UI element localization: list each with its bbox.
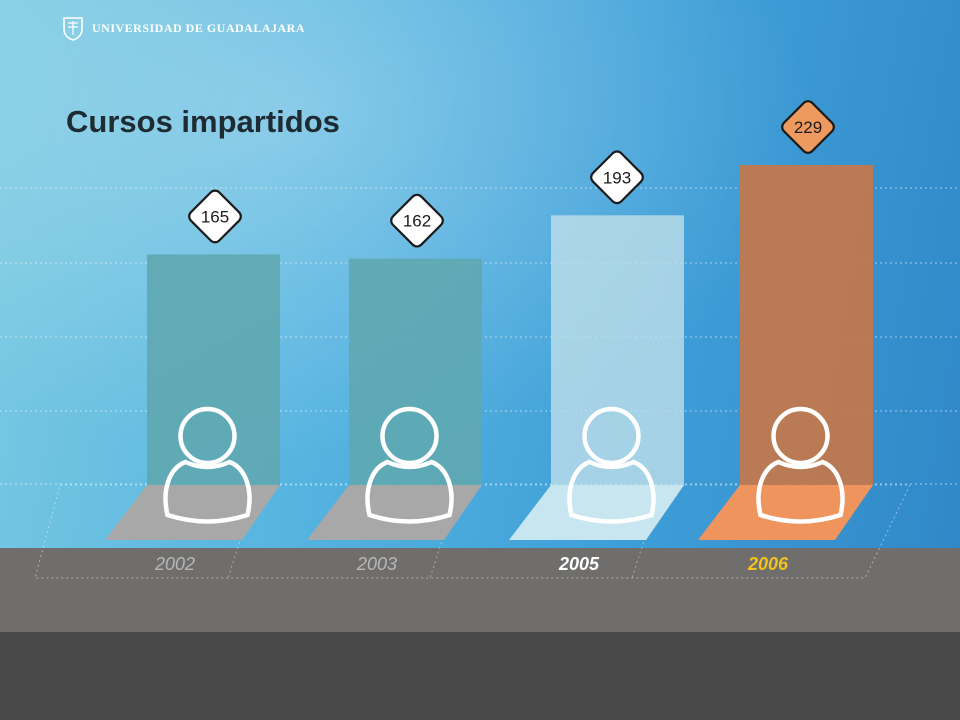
bar-base [509, 485, 684, 540]
bar [740, 165, 873, 485]
year-label: 2005 [558, 554, 600, 574]
year-label: 2002 [154, 554, 195, 574]
value-tag [590, 150, 644, 205]
person-head [771, 406, 830, 466]
header: UNIVERSIDAD DE GUADALAJARA [62, 14, 305, 42]
value-label: 165 [201, 207, 229, 226]
person-head [178, 406, 237, 466]
person-body [365, 459, 454, 524]
person-head [380, 406, 439, 466]
floor-band [0, 548, 960, 632]
bar-base [307, 485, 482, 540]
value-tag [781, 100, 835, 154]
person-body [567, 459, 656, 524]
value-label: 229 [794, 118, 822, 137]
bar [551, 215, 684, 486]
bar-base [105, 485, 280, 540]
value-label: 162 [403, 212, 431, 231]
bar [349, 258, 482, 485]
footer-band [0, 632, 960, 720]
university-name: UNIVERSIDAD DE GUADALAJARA [92, 20, 306, 35]
person-icon [163, 406, 252, 524]
bar-base [698, 485, 873, 540]
value-tag [188, 189, 242, 244]
year-label: 2003 [356, 554, 397, 574]
person-icon [365, 406, 454, 524]
chart-title: Cursos impartidos [66, 104, 340, 139]
person-icon [567, 406, 656, 524]
person-body [756, 459, 845, 524]
person-head [582, 406, 641, 466]
value-tag [390, 193, 444, 248]
university-crest-icon [63, 17, 83, 41]
person-body [163, 459, 252, 524]
person-icon [756, 406, 845, 524]
year-label: 2006 [747, 554, 789, 574]
bar [147, 254, 280, 485]
value-label: 193 [603, 168, 631, 187]
